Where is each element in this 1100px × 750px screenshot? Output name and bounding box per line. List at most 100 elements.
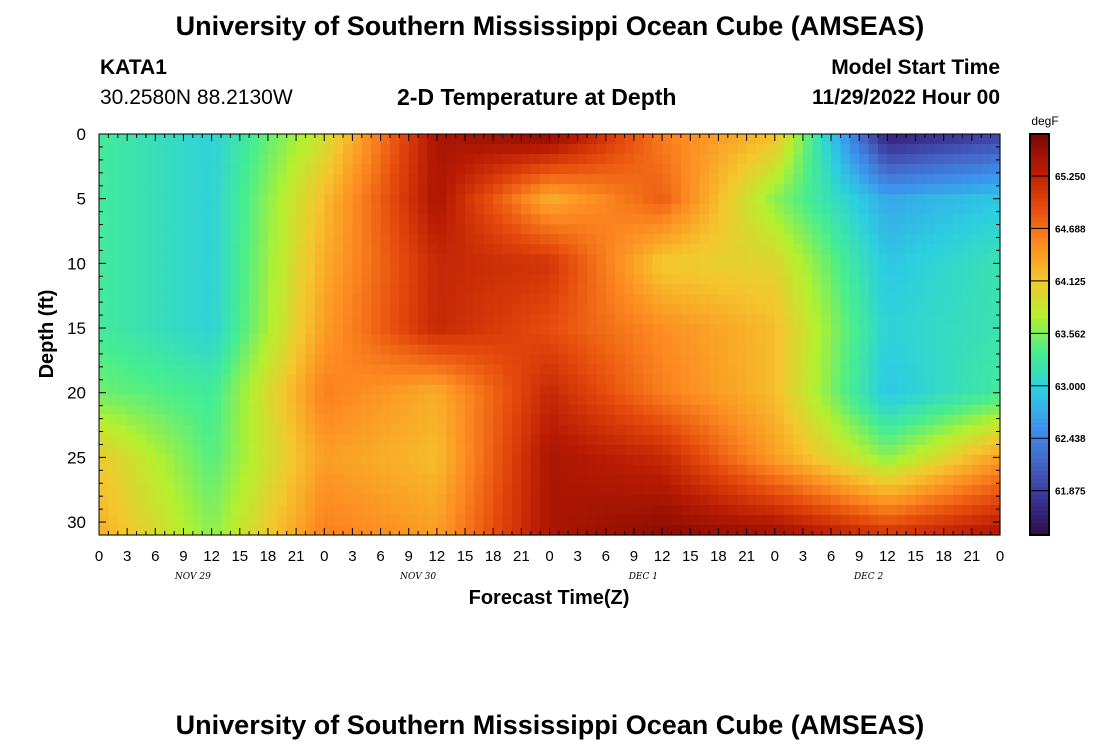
heatmap-cell (737, 214, 748, 225)
heatmap-cell (877, 354, 888, 366)
heatmap-cell (765, 284, 776, 296)
colorbar-segment (1030, 498, 1049, 504)
heatmap-cell (483, 214, 494, 225)
heatmap-cell (727, 404, 738, 416)
heatmap-cell (343, 434, 354, 446)
heatmap-cell (183, 524, 194, 536)
heatmap-cell (324, 244, 335, 255)
heatmap-cell (474, 234, 485, 245)
heatmap-cell (887, 454, 898, 466)
heatmap-cell (784, 204, 795, 215)
heatmap-cell (943, 344, 954, 356)
heatmap-cell (840, 224, 851, 235)
heatmap-cell (577, 474, 588, 486)
heatmap-cell (483, 324, 494, 336)
heatmap-cell (99, 254, 109, 265)
heatmap-cell (183, 324, 194, 336)
heatmap-cell (521, 324, 532, 336)
heatmap-cell (643, 344, 654, 356)
heatmap-cell (211, 514, 222, 526)
heatmap-cell (568, 304, 579, 316)
heatmap-cell (211, 394, 222, 406)
heatmap-cell (127, 404, 138, 416)
heatmap-cell (906, 204, 917, 215)
heatmap-cell (145, 404, 156, 416)
heatmap-cell (906, 284, 917, 296)
heatmap-cell (314, 524, 325, 536)
heatmap-cell (558, 174, 569, 185)
heatmap-cell (709, 454, 720, 466)
heatmap-cell (840, 174, 851, 185)
heatmap-cell (615, 444, 626, 456)
heatmap-cell (455, 174, 466, 185)
heatmap-cell (943, 324, 954, 336)
heatmap-cell (296, 444, 307, 456)
heatmap-cell (615, 224, 626, 235)
heatmap-cell (605, 174, 616, 185)
heatmap-cell (521, 454, 532, 466)
heatmap-cell (136, 264, 147, 275)
heatmap-cell (296, 324, 307, 336)
heatmap-cell (652, 514, 663, 526)
heatmap-cell (737, 464, 748, 476)
heatmap-cell (211, 334, 222, 346)
heatmap-cell (371, 194, 382, 205)
heatmap-cell (915, 414, 926, 426)
heatmap-cell (990, 174, 1001, 185)
heatmap-cell (868, 444, 879, 456)
heatmap-cell (540, 384, 551, 396)
heatmap-cell (221, 284, 231, 296)
heatmap-cell (840, 424, 851, 436)
heatmap-cell (587, 234, 598, 245)
heatmap-cell (596, 414, 607, 426)
heatmap-cell (521, 304, 532, 316)
heatmap-cell (755, 394, 766, 406)
heatmap-cell (671, 174, 682, 185)
heatmap-cell (258, 314, 269, 326)
heatmap-cell (896, 404, 907, 416)
heatmap-cell (662, 224, 673, 235)
heatmap-cell (934, 454, 945, 466)
heatmap-cell (108, 464, 119, 476)
heatmap-cell (427, 474, 438, 486)
heatmap-cell (380, 444, 391, 456)
heatmap-cell (314, 434, 325, 446)
heatmap-cell (680, 144, 691, 155)
heatmap-cell (127, 444, 138, 456)
heatmap-cell (145, 464, 156, 476)
heatmap-cell (202, 204, 213, 215)
heatmap-cell (511, 434, 522, 446)
heatmap-cell (774, 334, 785, 346)
heatmap-cell (99, 204, 109, 215)
heatmap-cell (587, 514, 598, 526)
heatmap-cell (774, 524, 785, 536)
heatmap-cell (399, 414, 410, 426)
heatmap-cell (652, 174, 663, 185)
heatmap-cell (174, 404, 185, 416)
heatmap-cell (540, 354, 551, 366)
heatmap-cell (108, 514, 119, 526)
heatmap-cell (699, 454, 710, 466)
heatmap-cell (239, 134, 250, 145)
heatmap-cell (718, 394, 729, 406)
heatmap-cell (962, 194, 973, 205)
heatmap-cell (596, 284, 607, 296)
heatmap-cell (812, 164, 823, 175)
heatmap-cell (718, 514, 729, 526)
heatmap-cell (859, 354, 870, 366)
heatmap-cell (633, 174, 644, 185)
heatmap-cell (465, 454, 476, 466)
heatmap-cell (605, 194, 616, 205)
heatmap-cell (577, 254, 588, 265)
heatmap-cell (577, 204, 588, 215)
heatmap-cell (155, 284, 166, 296)
colorbar-segment (1030, 430, 1049, 436)
heatmap-cell (624, 234, 635, 245)
heatmap-cell (915, 184, 926, 195)
heatmap-cell (549, 394, 560, 406)
heatmap-cell (577, 294, 588, 306)
heatmap-cell (446, 434, 457, 446)
heatmap-cell (267, 394, 278, 406)
heatmap-cell (549, 514, 560, 526)
